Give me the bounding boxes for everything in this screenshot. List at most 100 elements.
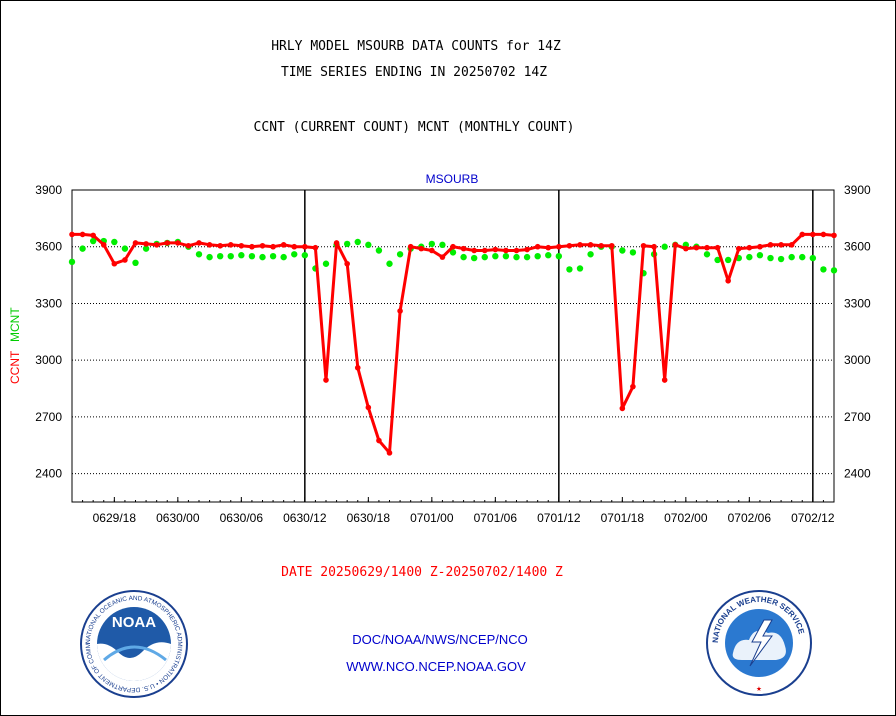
x-tick-label: 0701/00 <box>410 511 454 525</box>
mcnt-point <box>248 252 256 260</box>
mcnt-point <box>195 251 203 258</box>
mcnt-point <box>79 245 86 252</box>
ccnt-point <box>69 231 75 238</box>
ccnt-point <box>481 247 488 254</box>
mcnt-point <box>206 253 213 261</box>
y-tick-label-left: 3600 <box>35 240 62 254</box>
ccnt-point <box>831 232 837 239</box>
mcnt-point <box>799 253 806 261</box>
mcnt-point <box>322 260 330 267</box>
mcnt-point <box>777 255 785 263</box>
ccnt-point <box>492 246 499 253</box>
x-tick-label: 0630/06 <box>220 511 264 525</box>
header-subtitle: TIME SERIES ENDING IN 20250702 14Z <box>280 65 548 80</box>
x-tick-label: 0629/18 <box>93 511 137 525</box>
ccnt-point <box>651 243 657 250</box>
mcnt-point <box>545 252 552 259</box>
ccnt-point <box>714 244 721 251</box>
ccnt-point <box>820 231 827 238</box>
x-tick-label: 0702/00 <box>664 511 708 525</box>
ccnt-point <box>376 437 382 444</box>
ccnt-point <box>238 242 245 249</box>
mcnt-point <box>820 266 827 273</box>
mcnt-point <box>629 249 637 256</box>
mcnt-point <box>216 252 224 260</box>
mcnt-point <box>89 237 97 245</box>
mcnt-point <box>375 247 383 254</box>
y-tick-label-right: 3000 <box>844 353 871 367</box>
ccnt-point <box>153 242 160 248</box>
ccnt-point <box>122 257 128 263</box>
mcnt-point <box>386 260 393 267</box>
mcnt-point <box>227 252 234 260</box>
mcnt-point <box>111 238 118 246</box>
ccnt-point <box>196 240 202 246</box>
ccnt-point <box>587 242 594 248</box>
ccnt-point <box>429 247 435 254</box>
ccnt-point <box>280 242 287 248</box>
mcnt-point <box>513 253 520 261</box>
mcnt-point <box>365 241 372 249</box>
mcnt-point <box>121 245 129 252</box>
ccnt-point <box>503 247 509 254</box>
ccnt-point <box>598 242 604 249</box>
plot-area <box>71 189 835 503</box>
ccnt-point <box>249 243 255 250</box>
ccnt-point <box>79 231 86 238</box>
ccnt-point <box>810 231 816 238</box>
ccnt-point <box>386 450 393 456</box>
mcnt-point <box>428 240 436 248</box>
header-title: HRLY MODEL MSOURB DATA COUNTS for 14Z <box>271 39 561 54</box>
y-tick-label-right: 2400 <box>844 467 871 481</box>
mcnt-point <box>746 253 753 261</box>
ccnt-point <box>365 404 372 411</box>
y-tick-label-left: 3300 <box>35 296 62 310</box>
ccnt-point <box>513 247 520 254</box>
ccnt-point <box>312 244 319 251</box>
ccnt-point <box>450 243 456 250</box>
ccnt-point <box>630 383 636 390</box>
mcnt-point <box>301 252 309 259</box>
ccnt-point <box>323 377 329 383</box>
x-tick-label: 0702/12 <box>791 511 835 525</box>
x-tick-label: 0701/06 <box>474 511 518 525</box>
x-tick-label: 0630/18 <box>347 511 391 525</box>
mcnt-point <box>259 253 266 261</box>
ccnt-point <box>344 260 350 267</box>
x-tick-label: 0630/00 <box>156 511 200 525</box>
mcnt-point <box>481 253 488 261</box>
ccnt-point <box>227 242 234 248</box>
ccnt-point <box>270 243 276 250</box>
mcnt-point <box>142 245 150 252</box>
mcnt-point <box>269 252 277 260</box>
mcnt-point <box>788 253 795 261</box>
mcnt-point <box>396 251 404 258</box>
y-axis-label-mcnt: MCNT <box>8 307 22 342</box>
ccnt-point <box>354 364 361 371</box>
mcnt-point <box>502 252 510 260</box>
ccnt-point <box>259 242 266 249</box>
ccnt-point <box>471 247 477 254</box>
y-tick-label-right: 2700 <box>844 410 871 424</box>
nws-star-icon: ★ <box>756 684 762 694</box>
mcnt-point <box>566 266 573 273</box>
y-tick-label-left: 3000 <box>35 353 62 367</box>
x-tick-label: 0701/12 <box>537 511 581 525</box>
chart-title: MSOURB <box>426 172 479 186</box>
site-url: WWW.NCO.NCEP.NOAA.GOV <box>346 659 526 674</box>
ccnt-point <box>799 231 806 238</box>
ccnt-point <box>556 243 562 250</box>
ccnt-point <box>460 245 467 252</box>
mcnt-point <box>619 247 626 254</box>
y-axis-label-ccnt: CCNT <box>8 350 22 384</box>
noaa-logo-text: NOAA <box>112 614 156 631</box>
mcnt-point <box>587 251 594 258</box>
ccnt-point <box>132 240 139 246</box>
ccnt-point <box>577 242 583 248</box>
x-tick-label: 0701/18 <box>601 511 645 525</box>
mcnt-point <box>460 253 467 261</box>
mcnt-point <box>724 256 732 264</box>
ccnt-point <box>757 243 763 250</box>
y-tick-label-right: 3900 <box>844 183 871 197</box>
